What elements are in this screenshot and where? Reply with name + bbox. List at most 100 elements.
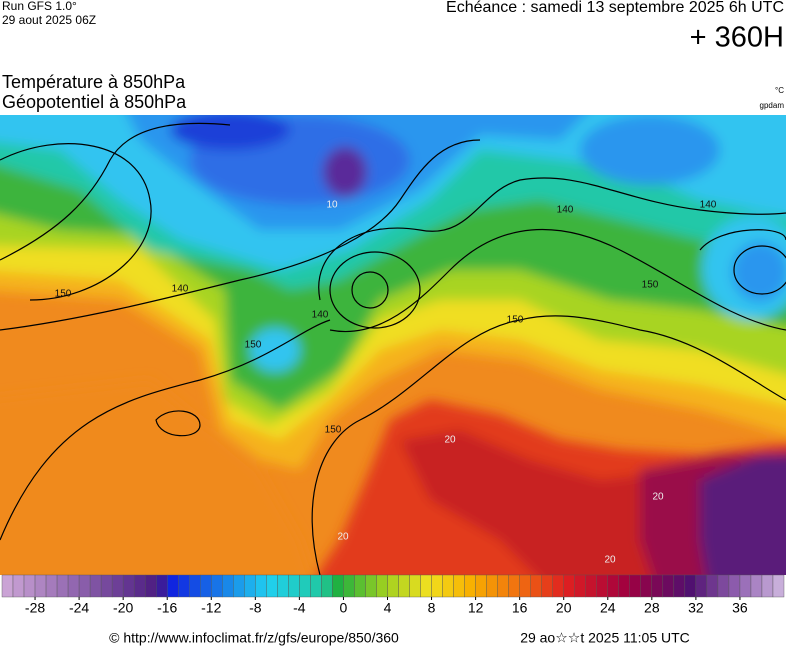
colorbar-cell <box>167 574 179 598</box>
title-temperature: Température à 850hPa <box>2 72 186 92</box>
colorbar-cell <box>519 574 531 598</box>
colorbar-tick-label: 8 <box>428 600 436 616</box>
colorbar-cell <box>552 574 564 598</box>
colorbar-cell <box>288 574 300 598</box>
source-link[interactable]: © http://www.infoclimat.fr/z/gfs/europe/… <box>109 630 399 646</box>
colorbar-cell <box>387 574 399 598</box>
echeance: Echéance : samedi 13 septembre 2025 6h U… <box>446 0 784 16</box>
colorbar-cell <box>662 574 675 598</box>
colorbar-cell <box>211 574 223 598</box>
colorbar-cell <box>155 574 168 598</box>
colorbar-cell <box>45 574 58 598</box>
map: 140 150 140 140 150 150 140 150 150 10 2… <box>0 115 786 575</box>
colorbar-cell <box>772 574 785 598</box>
colorbar-cell <box>133 574 146 598</box>
colorbar-cell <box>475 574 487 598</box>
colorbar-cell <box>100 574 113 598</box>
colorbar-cell <box>640 574 653 598</box>
colorbar-tick-label: -16 <box>157 600 177 616</box>
colorbar-cell <box>23 574 36 598</box>
colorbar-cell <box>89 574 102 598</box>
colorbar-cell <box>651 574 664 598</box>
colorbar-tick-label: 36 <box>732 600 748 616</box>
colorbar-cell <box>585 574 597 598</box>
colorbar-cell <box>684 574 697 598</box>
colorbar-cell <box>354 574 366 598</box>
colorbar-cell <box>673 574 686 598</box>
colorbar-cell <box>178 574 190 598</box>
colorbar-cell <box>56 574 69 598</box>
colorbar-cell <box>761 574 774 598</box>
colorbar-cell <box>233 574 245 598</box>
contour-label: 150 <box>245 340 262 351</box>
colorbar: -28 -24 -20 -16 -12 -8 -4 0 4 8 12 16 20 24 28 32 36 <box>1 574 785 616</box>
colorbar-cell <box>299 574 311 598</box>
contour-label: 140 <box>312 310 329 321</box>
colorbar-tick-label: 24 <box>600 600 616 616</box>
colorbar-cell <box>706 574 719 598</box>
unit-geopotential: gpdam <box>760 101 785 110</box>
contour-label: 150 <box>642 280 659 291</box>
colorbar-cell <box>409 574 421 598</box>
colorbar-cell <box>750 574 763 598</box>
colorbar-tick-label: 28 <box>644 600 660 616</box>
title-geopotential: Géopotentiel à 850hPa <box>2 92 187 112</box>
temperature-field <box>0 115 786 575</box>
colorbar-cell <box>67 574 80 598</box>
contour-label: 20 <box>652 492 664 503</box>
colorbar-tick-label: 16 <box>512 600 528 616</box>
colorbar-cell <box>563 574 575 598</box>
colorbar-cell <box>530 574 542 598</box>
contour-label: 140 <box>172 284 189 295</box>
colorbar-cell <box>200 574 212 598</box>
colorbar-tick-label: 20 <box>556 600 572 616</box>
colorbar-cell <box>629 574 642 598</box>
colorbar-cell <box>111 574 124 598</box>
colorbar-cell <box>12 574 25 598</box>
colorbar-cell <box>365 574 377 598</box>
colorbar-cell <box>343 574 355 598</box>
colorbar-cell <box>332 574 344 598</box>
run-label: Run GFS 1.0° <box>2 0 77 13</box>
colorbar-cell <box>596 574 608 598</box>
colorbar-cell <box>486 574 498 598</box>
run-date: 29 aout 2025 06Z <box>2 13 96 27</box>
colorbar-tick-label: 0 <box>340 600 348 616</box>
colorbar-tick-label: 12 <box>468 600 484 616</box>
colorbar-tick-label: -4 <box>293 600 306 616</box>
colorbar-cell <box>376 574 388 598</box>
geopotential-contours <box>0 122 786 575</box>
colorbar-cell <box>144 574 157 598</box>
contour-label: 140 <box>557 205 574 216</box>
unit-temperature: °C <box>775 86 784 95</box>
colorbar-cell <box>78 574 91 598</box>
contour-label: 150 <box>325 425 342 436</box>
colorbar-cell <box>607 574 619 598</box>
colorbar-tick-label: -20 <box>113 600 133 616</box>
colorbar-cell <box>431 574 443 598</box>
colorbar-cell <box>442 574 454 598</box>
colorbar-cell <box>453 574 465 598</box>
colorbar-cell <box>255 574 267 598</box>
contour-label: 20 <box>604 555 616 566</box>
colorbar-cell <box>34 574 47 598</box>
colorbar-tick-label: -8 <box>249 600 262 616</box>
colorbar-cell <box>717 574 730 598</box>
colorbar-cell <box>277 574 289 598</box>
contour-label: 150 <box>55 289 72 300</box>
colorbar-cell <box>574 574 586 598</box>
colorbar-cell <box>222 574 234 598</box>
colorbar-cell <box>321 574 333 598</box>
colorbar-cell <box>398 574 410 598</box>
colorbar-tick-label: -24 <box>69 600 89 616</box>
colorbar-cell <box>508 574 520 598</box>
colorbar-cell <box>122 574 135 598</box>
colorbar-cell <box>739 574 752 598</box>
colorbar-cell <box>464 574 476 598</box>
colorbar-cell <box>618 574 631 598</box>
colorbar-cell <box>420 574 432 598</box>
contour-label: 150 <box>507 315 524 326</box>
colorbar-cell <box>266 574 278 598</box>
colorbar-cell <box>497 574 509 598</box>
